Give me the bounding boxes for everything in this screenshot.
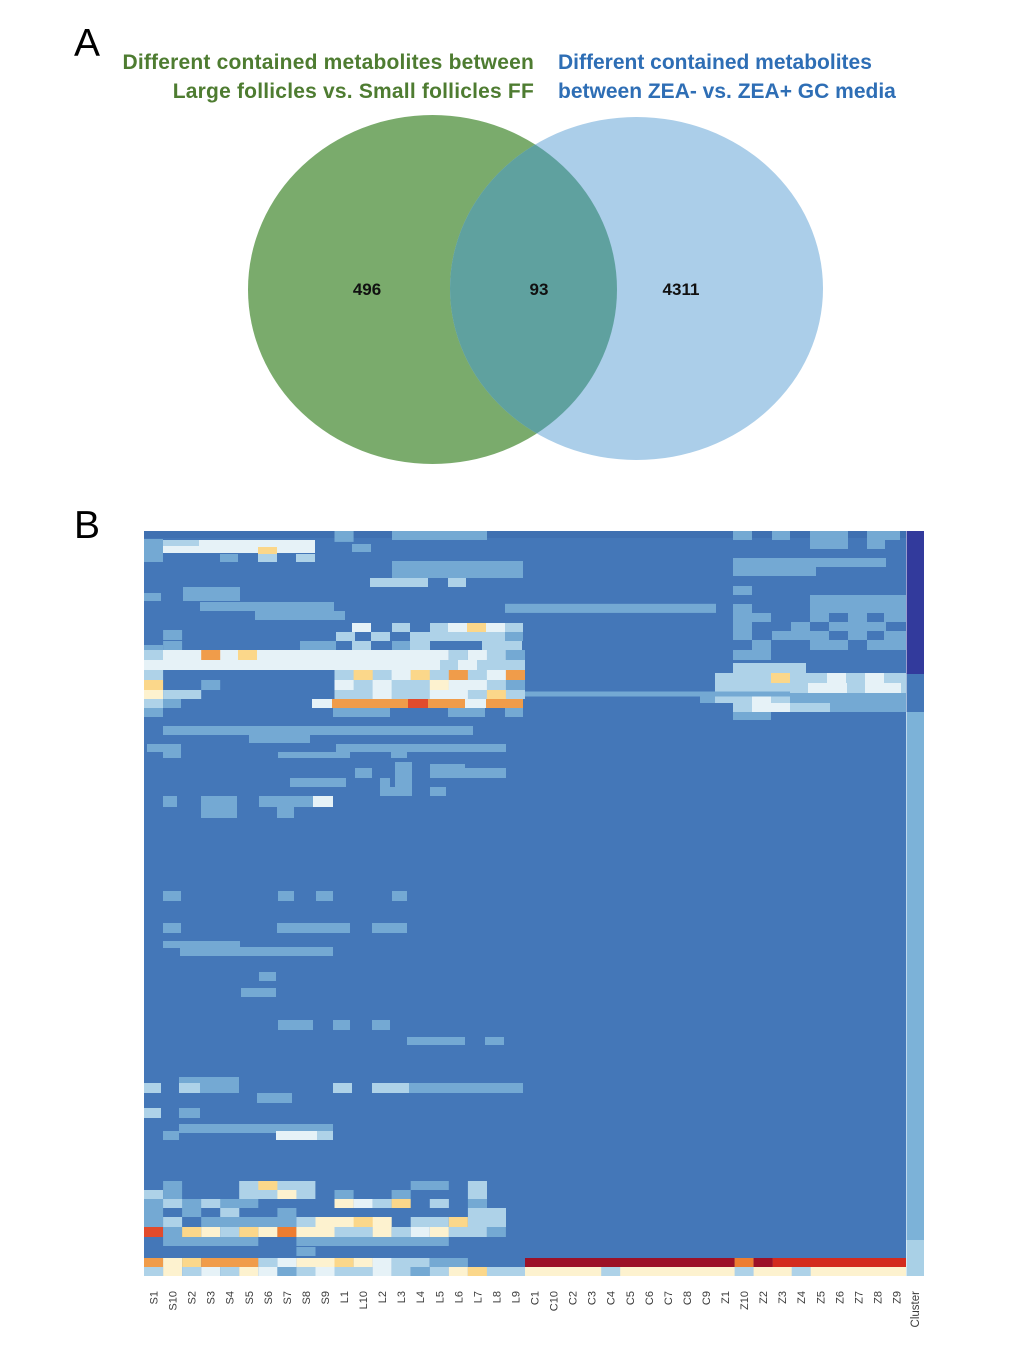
svg-text:Z7: Z7 <box>853 1291 865 1304</box>
svg-text:C5: C5 <box>625 1291 637 1305</box>
svg-text:Z6: Z6 <box>834 1291 846 1304</box>
svg-text:S7: S7 <box>282 1291 294 1304</box>
svg-text:Z1: Z1 <box>720 1291 732 1304</box>
svg-text:93: 93 <box>530 280 549 299</box>
svg-text:Cluster: Cluster <box>910 1291 922 1328</box>
svg-text:Z3: Z3 <box>777 1291 789 1304</box>
svg-text:S6: S6 <box>263 1291 275 1304</box>
svg-text:L7: L7 <box>472 1291 484 1303</box>
svg-text:C3: C3 <box>587 1291 599 1305</box>
svg-text:S8: S8 <box>301 1291 313 1304</box>
svg-text:Z5: Z5 <box>815 1291 827 1304</box>
svg-text:L3: L3 <box>396 1291 408 1303</box>
svg-text:L6: L6 <box>453 1291 465 1303</box>
svg-text:Z4: Z4 <box>796 1291 808 1304</box>
svg-text:C9: C9 <box>701 1291 713 1305</box>
svg-text:S4: S4 <box>225 1291 237 1304</box>
svg-text:C10: C10 <box>549 1291 561 1311</box>
svg-text:C6: C6 <box>644 1291 656 1305</box>
svg-text:496: 496 <box>353 280 381 299</box>
svg-text:C7: C7 <box>663 1291 675 1305</box>
svg-text:S3: S3 <box>206 1291 218 1304</box>
svg-text:Z9: Z9 <box>892 1291 904 1304</box>
svg-text:L4: L4 <box>415 1291 427 1303</box>
svg-text:Z8: Z8 <box>872 1291 884 1304</box>
svg-text:L5: L5 <box>434 1291 446 1303</box>
svg-text:L8: L8 <box>491 1291 503 1303</box>
svg-text:C2: C2 <box>568 1291 580 1305</box>
svg-text:S2: S2 <box>187 1291 199 1304</box>
svg-text:4311: 4311 <box>663 280 700 299</box>
svg-text:C8: C8 <box>682 1291 694 1305</box>
svg-text:L2: L2 <box>377 1291 389 1303</box>
svg-text:L1: L1 <box>339 1291 351 1303</box>
svg-text:L10: L10 <box>358 1291 370 1309</box>
svg-text:S9: S9 <box>320 1291 332 1304</box>
svg-text:L9: L9 <box>511 1291 523 1303</box>
svg-text:C1: C1 <box>530 1291 542 1305</box>
svg-text:S5: S5 <box>244 1291 256 1304</box>
svg-text:C4: C4 <box>606 1291 618 1305</box>
svg-text:Z10: Z10 <box>739 1291 751 1310</box>
svg-text:S10: S10 <box>168 1291 180 1311</box>
svg-text:Z2: Z2 <box>758 1291 770 1304</box>
svg-text:S1: S1 <box>149 1291 161 1304</box>
